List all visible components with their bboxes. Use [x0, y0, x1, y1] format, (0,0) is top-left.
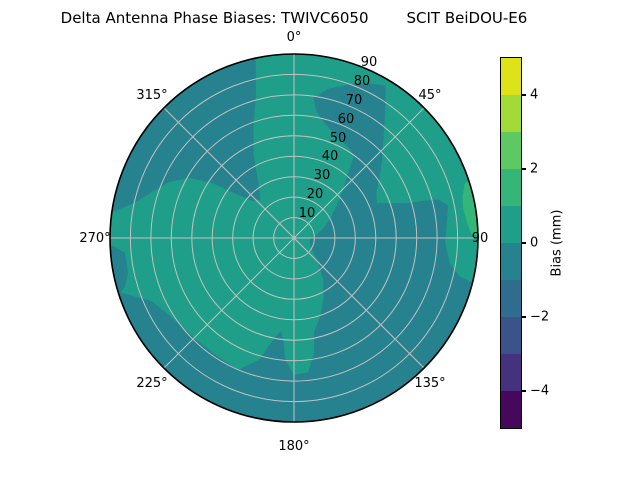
radial-tick-label: 90: [360, 55, 378, 70]
angular-tick-label: 0°: [286, 30, 302, 45]
polar-grid: [110, 54, 478, 422]
colorbar-tick-label: 0: [530, 235, 539, 251]
colorbar-tick-label: 2: [530, 161, 539, 177]
negative-bias-main: [118, 83, 473, 422]
title-left: Delta Antenna Phase Biases: TWIVC6050: [60, 9, 369, 27]
colorbar-tick-mark: [521, 168, 526, 170]
angular-tick-label: 225°: [136, 376, 168, 391]
colorbar-tick-mark: [521, 390, 526, 392]
radial-tick-label: 70: [345, 93, 363, 108]
radial-tick-label: 30: [313, 168, 331, 183]
grid-spoke: [163, 107, 425, 369]
radial-tick-label: 50: [329, 131, 347, 146]
colorbar-band: [501, 95, 521, 132]
figure-title: Delta Antenna Phase Biases: TWIVC6050 SC…: [0, 8, 588, 28]
radial-tick-label: 60: [337, 112, 355, 127]
colorbar-axis-label: Bias (mm): [549, 209, 565, 277]
colorbar-tick-label: −4: [530, 383, 550, 399]
colorbar-band: [501, 280, 521, 317]
negative-bias-west-rim-patch: [110, 244, 128, 295]
colorbar-tick-mark: [521, 94, 526, 96]
colorbar-band: [501, 317, 521, 354]
colorbar-tick-label: −2: [530, 309, 550, 325]
colorbar-band: [501, 132, 521, 169]
positive-bias-east-rim-sliver: [462, 181, 478, 235]
colorbar-band: [501, 243, 521, 280]
colorbar-band: [501, 391, 521, 428]
colorbar-tick-mark: [521, 242, 526, 244]
angular-tick-label: 90: [471, 231, 489, 246]
radial-tick-label: 40: [321, 149, 339, 164]
contour-regions: [110, 58, 478, 422]
angular-tick-label: 135°: [414, 376, 446, 391]
title-right: SCIT BeiDOU-E6: [406, 9, 528, 27]
colorbar: [500, 57, 522, 429]
colorbar-tick-label: 4: [530, 87, 539, 103]
colorbar-band: [501, 169, 521, 206]
colorbar-tick-mark: [521, 316, 526, 318]
colorbar-band: [501, 354, 521, 391]
radial-tick-label: 80: [353, 74, 371, 89]
polar-spine: [109, 53, 479, 423]
colorbar-band: [501, 206, 521, 243]
angular-tick-label: 45°: [418, 88, 442, 103]
angular-tick-label: 180°: [278, 439, 310, 454]
angular-tick-label: 315°: [136, 88, 168, 103]
radial-tick-label: 10: [298, 206, 316, 221]
angular-tick-label: 270°: [79, 231, 111, 246]
radial-tick-label: 20: [306, 187, 324, 202]
negative-bias-northwest-arm: [111, 58, 261, 213]
colorbar-band: [501, 58, 521, 95]
